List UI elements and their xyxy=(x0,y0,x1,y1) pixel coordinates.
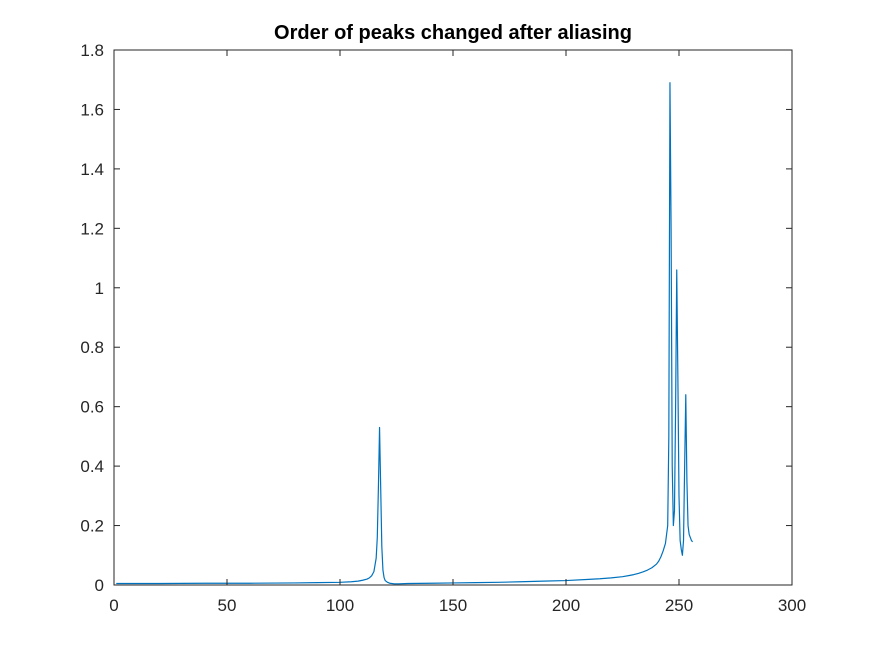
y-tick-label: 1.8 xyxy=(80,41,104,60)
y-tick-label: 1.4 xyxy=(80,160,104,179)
y-tick-label: 1.2 xyxy=(80,219,104,238)
axes-layer: 0 50 100 150 200 250 300 0 0.2 0.4 0.6 0.8 1 1.2 1.4 1.… xyxy=(80,41,806,615)
x-tick-label: 200 xyxy=(552,596,580,615)
series-line-1 xyxy=(116,82,694,585)
x-tick-label: 250 xyxy=(665,596,693,615)
y-tick-label: 0.8 xyxy=(80,338,104,357)
plot-area xyxy=(114,50,792,585)
y-tick-label: 0.2 xyxy=(80,517,104,536)
x-tick-label: 150 xyxy=(439,596,467,615)
x-tick-label: 50 xyxy=(218,596,237,615)
x-tick-label: 300 xyxy=(778,596,806,615)
x-tick-label: 100 xyxy=(326,596,354,615)
series-layer xyxy=(116,82,694,585)
y-tick-label: 0.4 xyxy=(80,457,104,476)
y-tick-label: 0 xyxy=(95,576,104,595)
y-tick-label: 1.6 xyxy=(80,100,104,119)
y-tick-label: 1 xyxy=(95,279,104,298)
y-tick-label: 0.6 xyxy=(80,398,104,417)
chart-title: Order of peaks changed after aliasing xyxy=(274,22,632,44)
x-tick-label: 0 xyxy=(109,596,118,615)
